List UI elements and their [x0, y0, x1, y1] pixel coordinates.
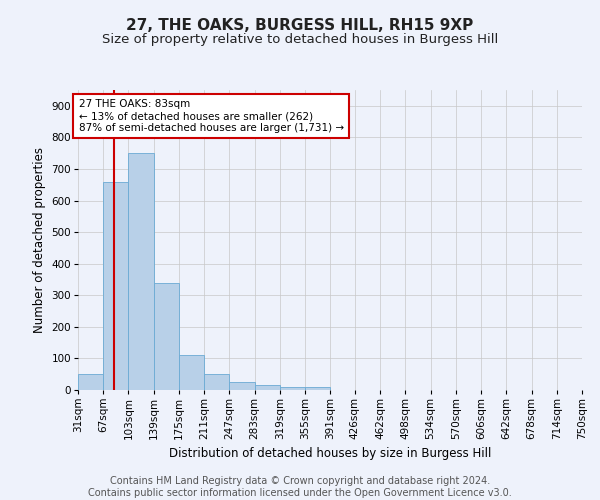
Bar: [103, 182, 128, 390]
Bar: [154, 282, 179, 390]
Bar: [305, 388, 331, 390]
Text: 27, THE OAKS, BURGESS HILL, RH15 9XP: 27, THE OAKS, BURGESS HILL, RH15 9XP: [127, 18, 473, 32]
Bar: [280, 387, 305, 390]
Bar: [254, 386, 280, 390]
Bar: [128, 153, 154, 390]
Bar: [179, 356, 204, 390]
Bar: [204, 374, 229, 390]
Bar: [229, 382, 254, 390]
Text: Contains HM Land Registry data © Crown copyright and database right 2024.
Contai: Contains HM Land Registry data © Crown c…: [88, 476, 512, 498]
Text: Size of property relative to detached houses in Burgess Hill: Size of property relative to detached ho…: [102, 32, 498, 46]
Y-axis label: Number of detached properties: Number of detached properties: [33, 147, 46, 333]
Text: 27 THE OAKS: 83sqm
← 13% of detached houses are smaller (262)
87% of semi-detach: 27 THE OAKS: 83sqm ← 13% of detached hou…: [79, 100, 344, 132]
Bar: [78, 374, 103, 390]
X-axis label: Distribution of detached houses by size in Burgess Hill: Distribution of detached houses by size …: [169, 448, 491, 460]
